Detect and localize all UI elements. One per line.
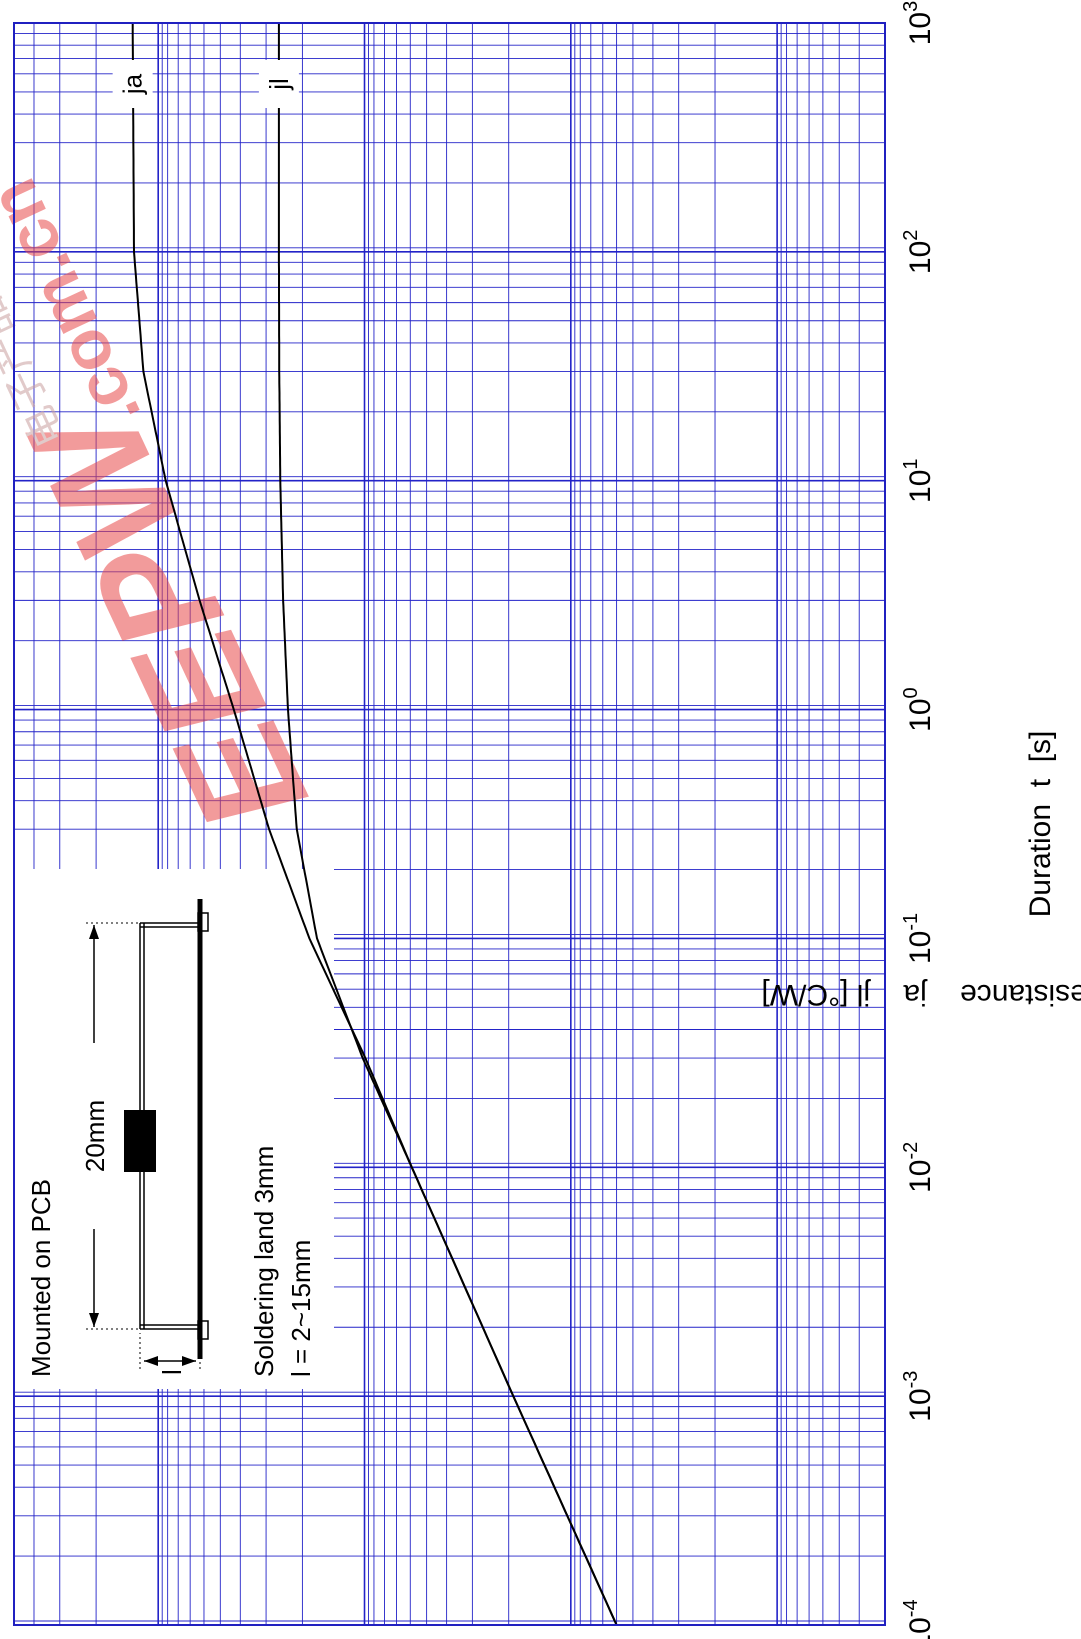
y-axis-label: Transient Thermal Resistance ja jl [°C/W… xyxy=(761,978,1081,1011)
series-label-jl: jl xyxy=(264,78,294,91)
x-axis-label: Duration t [s] xyxy=(1024,731,1057,918)
inset-land: Soldering land 3mm xyxy=(249,1146,279,1377)
inset-l-marker: l xyxy=(157,1369,187,1375)
inset-dimension: 20mm xyxy=(80,1100,110,1172)
series-label-ja: ja xyxy=(118,73,148,95)
inset-title: Mounted on PCB xyxy=(26,1179,56,1377)
inset-length: l = 2~15mm xyxy=(286,1240,316,1377)
pcb-mounting-inset: Mounted on PCB xyxy=(14,869,334,1389)
